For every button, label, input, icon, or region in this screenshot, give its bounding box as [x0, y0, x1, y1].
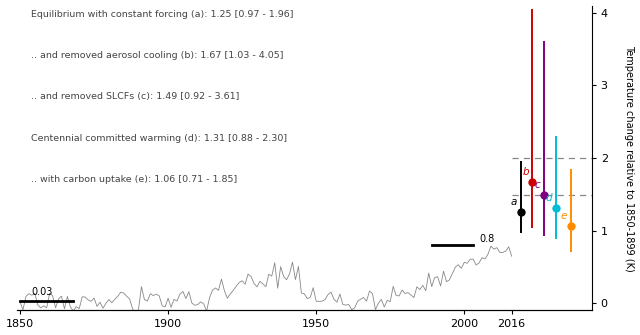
Text: c: c [535, 180, 541, 190]
Text: d: d [546, 193, 552, 203]
Text: .. and removed aerosol cooling (b): 1.67 [1.03 - 4.05]: .. and removed aerosol cooling (b): 1.67… [31, 51, 284, 60]
Text: a: a [511, 197, 517, 207]
Text: Equilibrium with constant forcing (a): 1.25 [0.97 - 1.96]: Equilibrium with constant forcing (a): 1… [31, 10, 294, 19]
Y-axis label: Temperature change relative to 1850-1899 (K): Temperature change relative to 1850-1899… [625, 45, 634, 271]
Text: .. and removed SLCFs (c): 1.49 [0.92 - 3.61]: .. and removed SLCFs (c): 1.49 [0.92 - 3… [31, 92, 240, 102]
Text: .. with carbon uptake (e): 1.06 [0.71 - 1.85]: .. with carbon uptake (e): 1.06 [0.71 - … [31, 175, 237, 184]
Text: 0.03: 0.03 [32, 287, 53, 297]
Text: 0.8: 0.8 [479, 233, 494, 244]
Text: e: e [561, 211, 567, 221]
Text: Centennial committed warming (d): 1.31 [0.88 - 2.30]: Centennial committed warming (d): 1.31 [… [31, 134, 287, 143]
Text: b: b [522, 167, 529, 177]
